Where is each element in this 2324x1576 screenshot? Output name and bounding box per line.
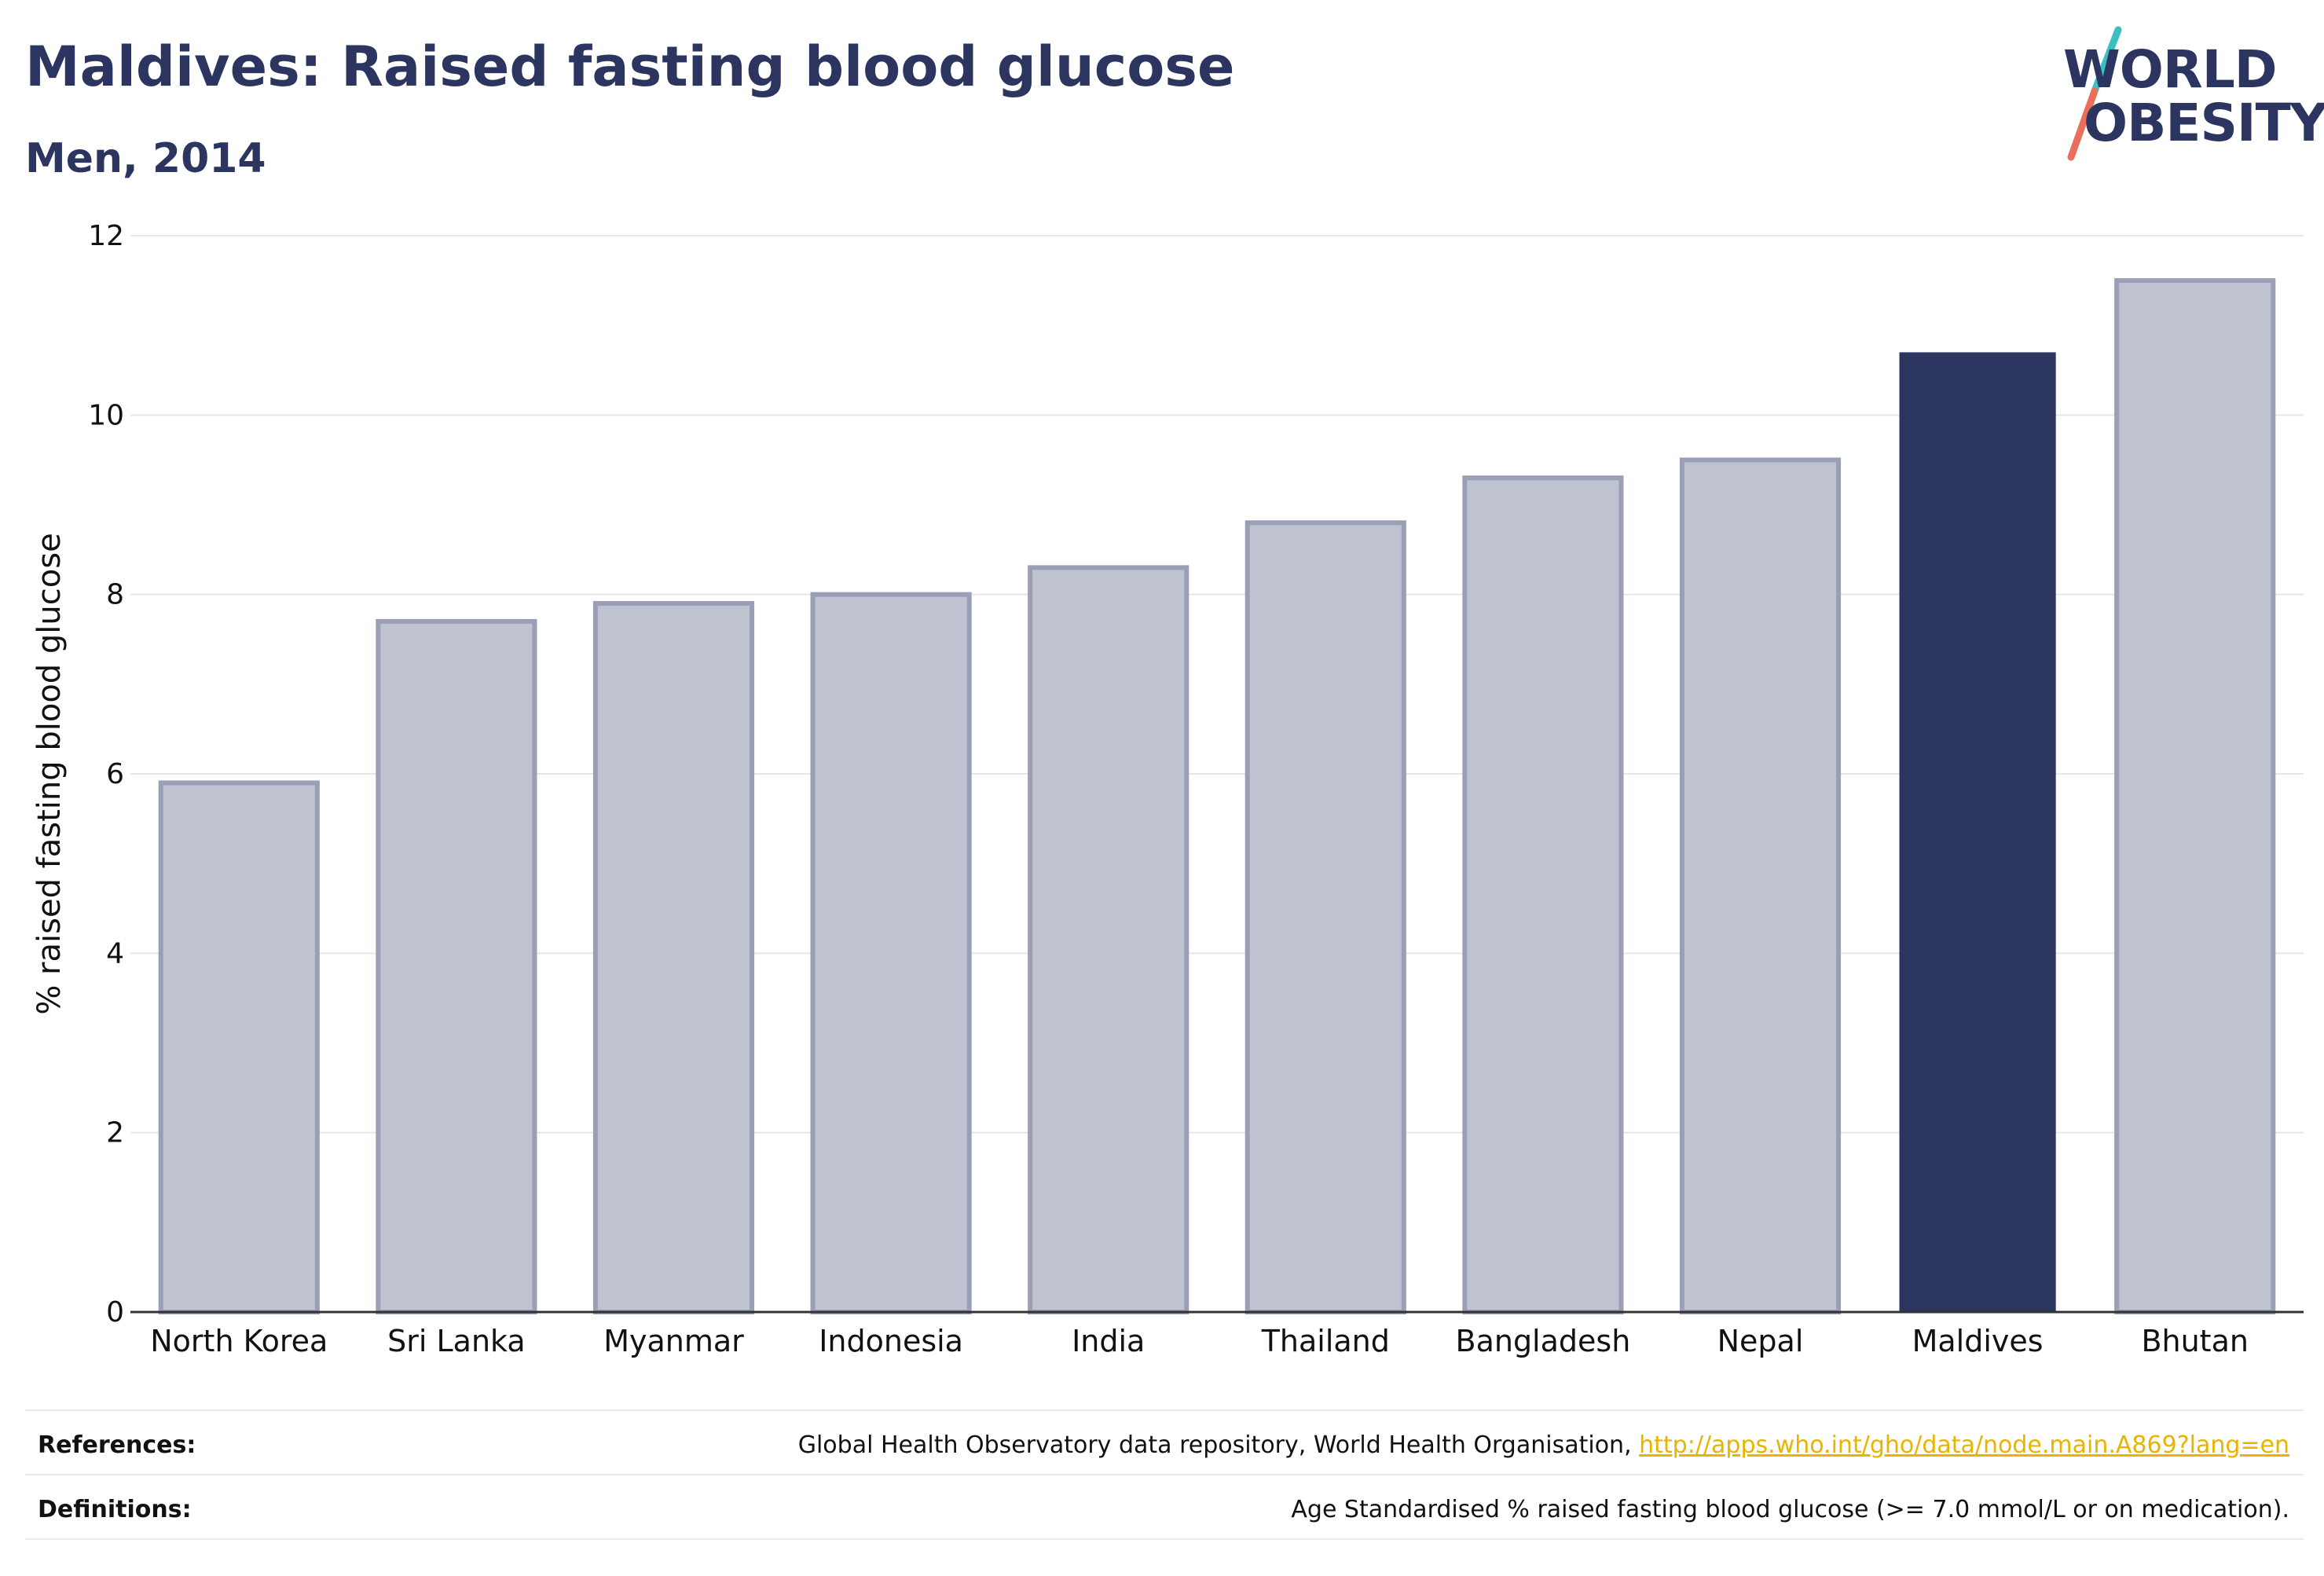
logo-text-world: WORLD	[2063, 39, 2278, 100]
y-tick-label: 4	[106, 937, 124, 969]
y-axis-label: % raised fasting blood glucose	[31, 533, 68, 1014]
bar-myanmar	[592, 601, 755, 1314]
definitions-text: Age Standardised % raised fasting blood …	[1291, 1496, 2289, 1523]
definitions-label: Definitions:	[38, 1496, 192, 1523]
bar-north-korea	[158, 780, 320, 1314]
bar-indonesia	[810, 592, 972, 1314]
logo-text-obesity: OBESITY	[2084, 93, 2324, 153]
references-text: Global Health Observatory data repositor…	[798, 1431, 2289, 1459]
x-tick-label: Maldives	[1912, 1324, 2044, 1358]
bar-bhutan	[2114, 278, 2276, 1314]
x-tick-label: Thailand	[1261, 1324, 1390, 1358]
references-row: References: Global Health Observatory da…	[25, 1409, 2304, 1474]
y-tick-label: 6	[106, 758, 124, 790]
x-tick-label: Bhutan	[2141, 1324, 2249, 1358]
x-tick-label: Bangladesh	[1456, 1324, 1631, 1358]
y-tick-label: 12	[88, 220, 124, 252]
y-tick-label: 0	[106, 1296, 124, 1329]
references-label: References:	[38, 1431, 196, 1459]
y-tick-label: 2	[106, 1117, 124, 1149]
y-tick-label: 8	[106, 579, 124, 611]
definitions-row: Definitions: Age Standardised % raised f…	[25, 1474, 2304, 1540]
x-tick-label: India	[1072, 1324, 1145, 1358]
y-tick-label: 10	[88, 399, 124, 431]
bar-maldives	[1899, 352, 2056, 1313]
bar-bangladesh	[1462, 475, 1624, 1314]
x-tick-label: Sri Lanka	[387, 1324, 526, 1358]
world-obesity-logo: WORLD OBESITY	[2043, 24, 2324, 165]
bar-chart: 0 2 4 6 8 10 12 North Korea Sri Lanka Myanmar Indo…	[31, 220, 2304, 1358]
chart-title: Maldives: Raised fasting blood glucose	[25, 35, 1235, 99]
bar-sri-lanka	[376, 618, 537, 1314]
logo-slash-icon	[2067, 26, 2122, 161]
x-tick-label: North Korea	[150, 1324, 328, 1358]
references-link[interactable]: http://apps.who.int/gho/data/node.main.A…	[1639, 1431, 2289, 1459]
x-tick-label: Myanmar	[603, 1324, 744, 1358]
x-tick-label: Indonesia	[819, 1324, 963, 1358]
bar-india	[1028, 565, 1189, 1314]
chart-subtitle: Men, 2014	[25, 135, 266, 182]
bar-thailand	[1244, 520, 1406, 1314]
bar-nepal	[1679, 457, 1842, 1315]
references-source: Global Health Observatory data repositor…	[797, 1431, 1640, 1459]
x-tick-label: Nepal	[1717, 1324, 1804, 1358]
